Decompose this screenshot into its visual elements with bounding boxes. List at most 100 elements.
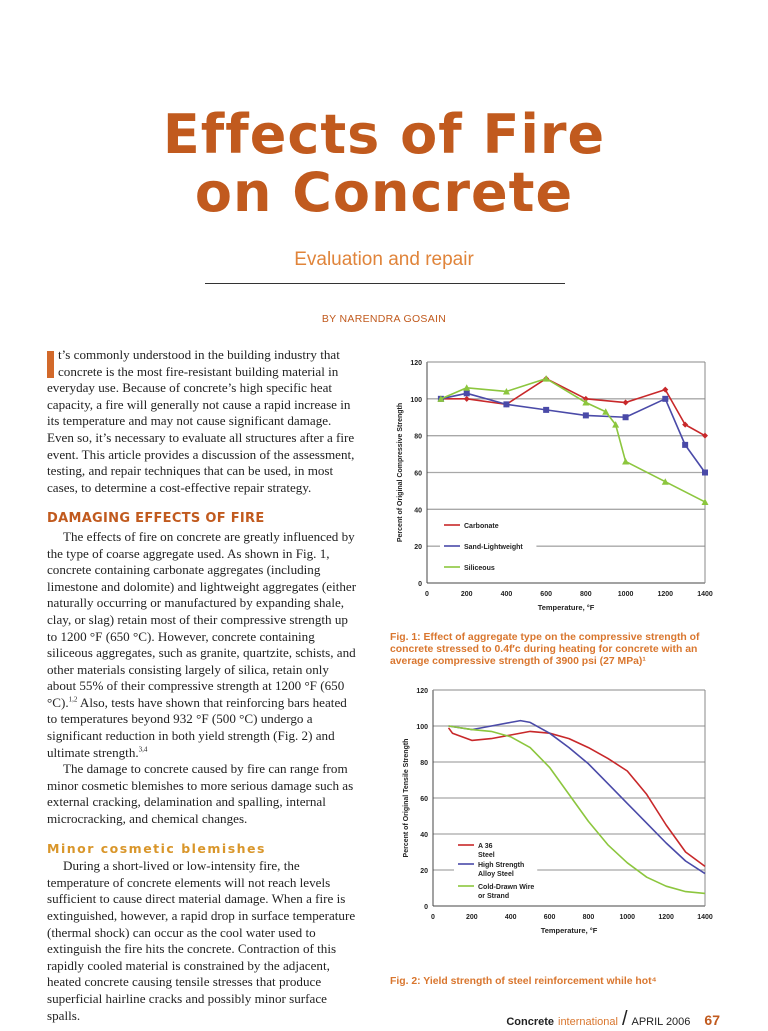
x-tick-label: 1200 (657, 591, 673, 598)
paragraph: The effects of fire on concrete are grea… (47, 529, 359, 761)
data-point (463, 395, 470, 402)
y-tick-label: 60 (414, 471, 422, 478)
x-tick-label: 800 (583, 914, 595, 921)
x-tick-label: 400 (505, 914, 517, 921)
legend-label: Steel (478, 852, 495, 859)
data-point (463, 390, 470, 397)
y-tick-label: 80 (420, 760, 428, 767)
y-tick-label: 100 (416, 724, 428, 731)
legend-background (454, 838, 502, 861)
legend-label: Siliceous (464, 565, 495, 572)
legend-background (454, 857, 538, 880)
series-line-sand-lightweight (440, 392, 706, 473)
x-tick-label: 1000 (619, 914, 635, 921)
data-point (612, 421, 620, 428)
x-tick-label: 1200 (658, 914, 674, 921)
y-tick-label: 100 (410, 397, 422, 404)
data-point (602, 408, 610, 415)
x-axis-label: Temperature, °F (538, 603, 595, 612)
x-axis-label: Temperature, °F (541, 926, 598, 935)
issue-date: APRIL 2006 (631, 1016, 691, 1028)
data-point (702, 432, 708, 439)
legend-background (440, 539, 537, 553)
x-tick-label: 1400 (697, 914, 713, 921)
data-point (502, 387, 510, 395)
data-point (622, 399, 629, 406)
data-point (542, 375, 550, 382)
data-point (682, 421, 689, 428)
legend-label: Alloy Steel (478, 871, 514, 878)
legend-label: A 36 (478, 843, 493, 850)
data-point (682, 441, 689, 448)
x-tick-label: 400 (501, 591, 513, 598)
y-tick-label: 20 (420, 868, 428, 875)
series-line-high-strength-alloy-steel (448, 719, 706, 875)
y-axis-label: Percent of Original Compressive Strength (397, 403, 404, 542)
section-heading: DAMAGING EFFECTS OF FIRE (47, 511, 265, 527)
paragraph-text: The effects of fire on concrete are grea… (47, 528, 357, 710)
intro-text: t’s commonly understood in the building … (47, 347, 355, 495)
y-tick-label: 60 (420, 796, 428, 803)
magazine-name: Concrete (506, 1016, 554, 1028)
legend-label: or Strand (478, 893, 509, 900)
intro-paragraph: t’s commonly understood in the building … (47, 347, 359, 496)
data-point (582, 412, 589, 419)
page-number: 67 (704, 1012, 720, 1028)
data-point (662, 395, 669, 402)
data-point (463, 384, 471, 391)
data-point (622, 457, 630, 465)
y-tick-label: 40 (414, 507, 422, 514)
x-tick-label: 200 (466, 914, 478, 921)
data-point (662, 386, 669, 393)
y-tick-label: 80 (414, 434, 422, 441)
paragraph: During a short-lived or low-intensity fi… (47, 858, 356, 1023)
legend-label: Sand-Lightweight (464, 544, 523, 551)
y-tick-label: 0 (418, 581, 422, 588)
x-tick-label: 0 (425, 591, 429, 598)
data-point (543, 406, 550, 413)
x-tick-label: 0 (431, 914, 435, 921)
x-tick-label: 600 (544, 914, 556, 921)
legend-background (440, 518, 506, 532)
x-tick-label: 600 (540, 591, 552, 598)
figure-1-caption: Fig. 1: Effect of aggregate type on the … (390, 632, 700, 667)
paragraph-text: Also, tests have shown that reinforcing … (47, 694, 347, 760)
y-tick-label: 120 (410, 360, 422, 367)
series-line-cold-drawn-wire-or-strand (448, 725, 706, 895)
reference: 1,2 (68, 695, 78, 704)
y-tick-label: 120 (416, 688, 428, 695)
legend-background (440, 560, 506, 574)
reference: 3,4 (138, 745, 148, 754)
subtitle: Evaluation and repair (294, 249, 474, 270)
data-point (702, 469, 708, 476)
data-point (582, 399, 590, 406)
legend-label: Carbonate (464, 523, 499, 530)
subsection-heading: Minor cosmetic blemishes (47, 840, 266, 856)
title-line-1: Effects of Fire (162, 103, 606, 166)
y-axis-label: Percent of Original Tensile Strength (403, 739, 410, 858)
divider (205, 283, 565, 284)
x-tick-label: 200 (461, 591, 473, 598)
figure-2-caption: Fig. 2: Yield strength of steel reinforc… (390, 976, 657, 987)
paragraph: The damage to concrete caused by fire ca… (47, 761, 354, 827)
y-tick-label: 0 (424, 904, 428, 911)
data-point (503, 401, 510, 408)
data-point (582, 395, 589, 402)
x-tick-label: 800 (580, 591, 592, 598)
legend-label: High Strength (478, 862, 524, 869)
x-tick-label: 1400 (697, 591, 713, 598)
article-title: Effects of Fire on Concrete (0, 106, 768, 222)
article-body: t’s commonly understood in the building … (47, 347, 359, 1024)
slash-divider: / (621, 1008, 628, 1030)
magazine-name-suffix: international (558, 1016, 618, 1028)
legend-background (454, 879, 546, 902)
data-point (661, 478, 669, 485)
data-point (622, 414, 629, 421)
x-tick-label: 1000 (618, 591, 634, 598)
series-line-siliceous (440, 377, 706, 503)
data-point (701, 498, 709, 505)
y-tick-label: 20 (414, 544, 422, 551)
page-footer: Concrete international / APRIL 2006 67 (506, 1008, 720, 1031)
legend-label: Cold-Drawn Wire (478, 884, 534, 891)
